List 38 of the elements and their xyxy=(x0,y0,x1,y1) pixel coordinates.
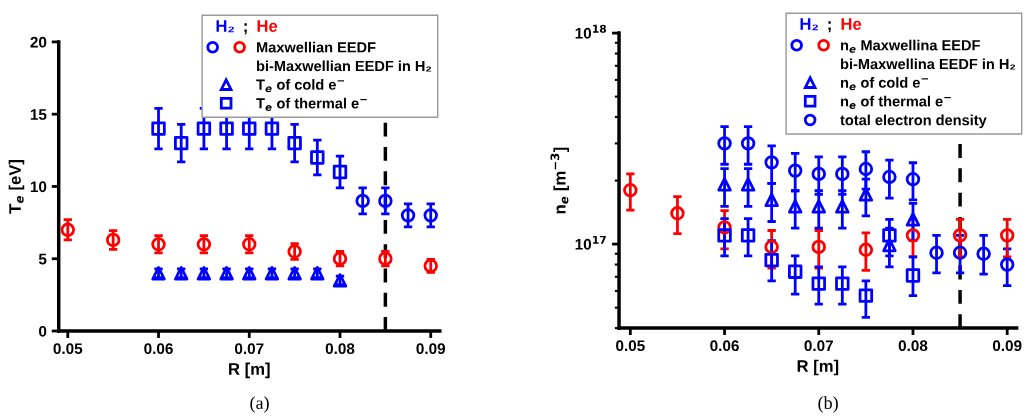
legend-label: T$_{e}$ of cold e$^{−}$ xyxy=(256,79,345,93)
x-tick-label: 0.08 xyxy=(325,343,355,355)
y-tick-label: 0 xyxy=(39,325,47,337)
legend-label: total electron density xyxy=(840,114,987,129)
text: (b) xyxy=(818,396,838,413)
y-tick-label: 15 xyxy=(30,109,47,120)
x-tick-label: 0.06 xyxy=(710,340,739,352)
x-tick-label: 0.08 xyxy=(898,340,928,352)
text: ; xyxy=(244,23,247,35)
text: H₂ xyxy=(216,20,234,33)
x-tick-label: 0.07 xyxy=(804,340,833,352)
annotation: bi-Maxwellina EEDF in H₂ xyxy=(841,58,1016,70)
x-tick-label: 0.06 xyxy=(144,343,173,355)
annotation: bi-Maxwellian EEDF in H₂ xyxy=(257,60,432,72)
legend-label: T$_{e}$ of thermal e$^{−}$ xyxy=(256,97,367,111)
legend-label: n$_{e}$ of cold e$^{−}$ xyxy=(841,77,929,91)
x-axis-title: R [m] xyxy=(229,362,270,379)
legend-label: n$_{e}$ Maxwellina EEDF xyxy=(841,39,980,53)
legend-label: Maxwellian EEDF xyxy=(257,41,376,53)
y-tick-label: 20 xyxy=(30,36,47,48)
x-tick-label: 0.05 xyxy=(53,343,83,355)
x-tick-label: 0.09 xyxy=(416,343,446,355)
x-axis-title: R [m] xyxy=(797,359,839,376)
text: He xyxy=(257,20,278,32)
y-tick-label: 10 xyxy=(30,181,47,193)
y-tick-label: 5 xyxy=(38,253,47,265)
y-tick-label: 10$^{17}$ xyxy=(575,235,606,250)
x-tick-label: 0.05 xyxy=(616,340,645,352)
y-axis-title: n$_{e}$ [m$^{−3}$] xyxy=(550,147,569,214)
y-axis-title: T$_{e}$ [eV] xyxy=(8,159,25,214)
text: H₂ xyxy=(800,18,818,31)
y-tick-label: 10$^{18}$ xyxy=(575,24,607,39)
x-tick-label: 0.07 xyxy=(235,343,264,355)
text: ; xyxy=(828,21,831,33)
text: He xyxy=(841,18,862,30)
x-tick-label: 0.09 xyxy=(992,340,1022,352)
text: (a) xyxy=(250,396,269,413)
legend-label: n$_{e}$ of thermal e$^{−}$ xyxy=(841,95,951,109)
